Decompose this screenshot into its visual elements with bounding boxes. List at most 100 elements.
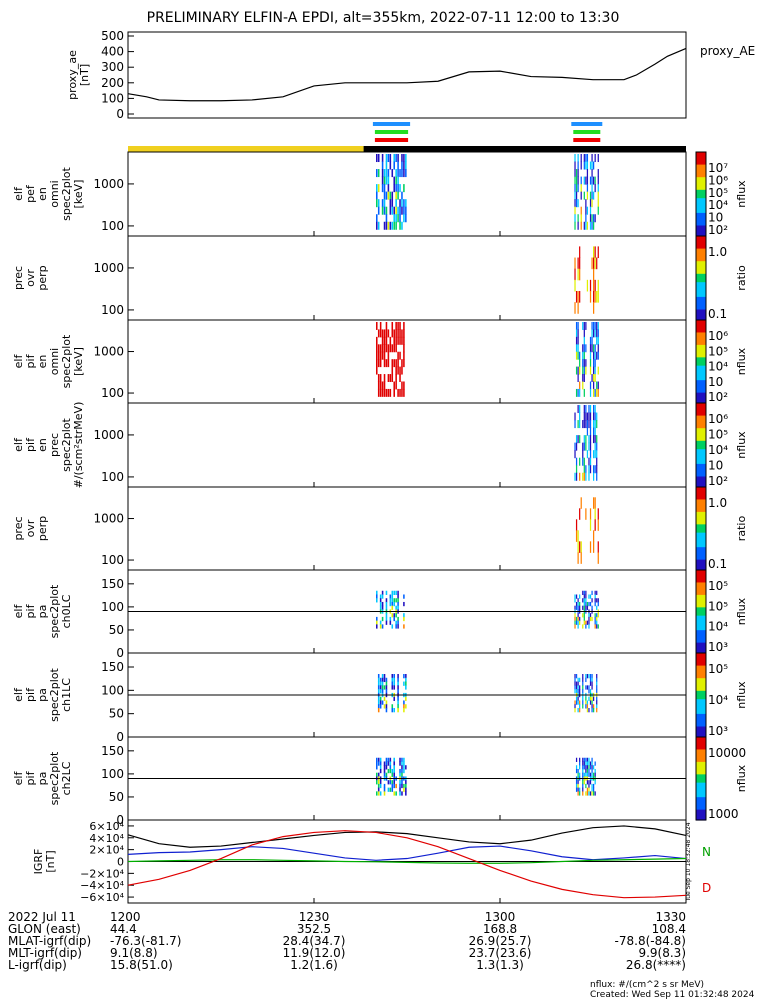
spectrogram-cell bbox=[397, 367, 399, 375]
spectrogram-cell bbox=[576, 329, 577, 337]
spectrogram-cell bbox=[405, 674, 407, 678]
spectrogram-cell bbox=[598, 246, 599, 258]
spectrogram-cell bbox=[596, 329, 597, 337]
spectrogram-cell bbox=[380, 602, 382, 606]
ylabel-line: #/(scm²strMeV) bbox=[72, 402, 85, 489]
spectrogram-cell bbox=[576, 780, 577, 784]
spectrogram-cell bbox=[593, 791, 594, 795]
spectrogram-cell bbox=[590, 700, 591, 704]
spectrogram-cell bbox=[579, 352, 580, 360]
spectrogram-cell bbox=[578, 780, 579, 784]
spectrogram-cell bbox=[579, 389, 580, 397]
spectrogram-cell bbox=[579, 678, 580, 682]
spectrogram-cell bbox=[378, 678, 380, 682]
spectrogram-cell bbox=[582, 700, 583, 704]
spectrogram-cell bbox=[403, 389, 405, 397]
spectrogram-cell bbox=[582, 784, 583, 788]
spectrogram-cell bbox=[581, 154, 582, 162]
spectrogram-cell bbox=[393, 682, 395, 686]
spectrogram-cell bbox=[587, 184, 588, 192]
spectrogram-cell bbox=[380, 374, 382, 382]
spectrogram-cell bbox=[582, 704, 583, 708]
spectrogram-cell bbox=[596, 674, 597, 678]
spectrogram-cell bbox=[584, 758, 585, 762]
ylabel-unit: [nT] bbox=[78, 64, 91, 86]
spectrogram-cell bbox=[574, 169, 575, 177]
spectrogram-cell bbox=[596, 697, 597, 701]
spectrogram-cell bbox=[598, 154, 599, 162]
spectrogram-cell bbox=[579, 359, 580, 367]
spectrogram-cell bbox=[585, 222, 586, 230]
spectrogram-cell bbox=[403, 169, 405, 177]
spectrogram-cell bbox=[380, 791, 382, 795]
spectrogram-cell bbox=[393, 773, 395, 777]
colorbar-2: 1.00.1ratio bbox=[696, 236, 748, 321]
spectrogram-cell bbox=[593, 302, 594, 314]
spectrogram-cell bbox=[399, 367, 401, 375]
spectrogram-cell bbox=[390, 602, 392, 606]
spectrogram-cell bbox=[578, 177, 579, 185]
spectrogram-cell bbox=[397, 389, 399, 397]
spectrogram-cell bbox=[401, 389, 403, 397]
spectrogram-cell bbox=[380, 697, 382, 701]
spectrogram-cell bbox=[576, 594, 577, 598]
colorbar-tick-label: 10⁴ bbox=[708, 620, 728, 634]
spectrogram-cell bbox=[598, 291, 599, 303]
spectrogram-cell bbox=[386, 337, 388, 345]
ylabel-group-4: elf pif en prec spec2plot #/(scm²strMeV) bbox=[12, 402, 85, 489]
spectrogram-cell bbox=[397, 602, 399, 606]
ytick-label: 100 bbox=[101, 303, 124, 317]
spectrogram-cell bbox=[382, 184, 384, 192]
spectrogram-cell bbox=[593, 708, 594, 712]
spectrogram-cell bbox=[582, 613, 583, 617]
spectrogram-cell bbox=[584, 413, 585, 421]
spectrogram-cell bbox=[380, 678, 382, 682]
spectrogram-cell bbox=[378, 697, 380, 701]
ytick-label: 1000 bbox=[93, 512, 124, 526]
spectrogram-cell bbox=[388, 758, 390, 762]
spectrogram-cell bbox=[579, 689, 580, 693]
spectrogram-cell bbox=[585, 697, 586, 701]
spectrogram-cell bbox=[392, 329, 394, 337]
spectrogram-cell bbox=[581, 552, 582, 564]
spectrogram-cell bbox=[393, 697, 395, 701]
spectrogram-cell bbox=[579, 758, 580, 762]
spectrogram-cell bbox=[392, 708, 394, 712]
spectrogram-cell bbox=[595, 389, 596, 397]
spectrogram-cell bbox=[593, 541, 594, 553]
spectrogram-cell bbox=[393, 708, 395, 712]
spectrogram-cell bbox=[388, 389, 390, 397]
spectrogram-cell bbox=[395, 177, 397, 185]
spectrogram-cell bbox=[574, 473, 575, 481]
spectrogram-cell bbox=[591, 791, 592, 795]
spectrogram-cell bbox=[386, 682, 388, 686]
spectrogram-cell bbox=[382, 700, 384, 704]
spectrogram-cell bbox=[596, 322, 597, 330]
spectrogram-cell bbox=[585, 598, 586, 602]
colorbar-8: 100001000nflux bbox=[696, 737, 748, 821]
spectrogram-cell bbox=[585, 177, 586, 185]
spectrogram-cell bbox=[584, 591, 585, 595]
spectrogram-cell bbox=[593, 697, 594, 701]
spectrogram-cell bbox=[591, 258, 592, 270]
spectrogram-cell bbox=[595, 322, 596, 330]
ylabel-group-3: elf pif en omni spec2plot [keV] bbox=[12, 334, 85, 388]
spectrogram-cell bbox=[403, 352, 405, 360]
spectrogram-cell bbox=[405, 697, 407, 701]
spectrogram-cell bbox=[591, 162, 592, 170]
spectrogram-cell bbox=[595, 497, 596, 509]
panel-frame bbox=[128, 236, 686, 320]
spectrogram-cell bbox=[584, 154, 585, 162]
spectrogram-cell bbox=[593, 420, 594, 428]
colorbar-tick-label: 10⁵ bbox=[708, 662, 728, 676]
spectrogram-cell bbox=[392, 674, 394, 678]
spectrogram-cell bbox=[584, 598, 585, 602]
spectrogram-cell bbox=[595, 177, 596, 185]
spectrogram-cell bbox=[393, 674, 395, 678]
spectrogram-cell bbox=[590, 674, 591, 678]
ytick-label: 200 bbox=[101, 76, 124, 90]
spectrogram-cell bbox=[587, 780, 588, 784]
spectrogram-cell bbox=[578, 685, 579, 689]
spectrogram-cell bbox=[590, 435, 591, 443]
spectrogram-cell bbox=[582, 682, 583, 686]
